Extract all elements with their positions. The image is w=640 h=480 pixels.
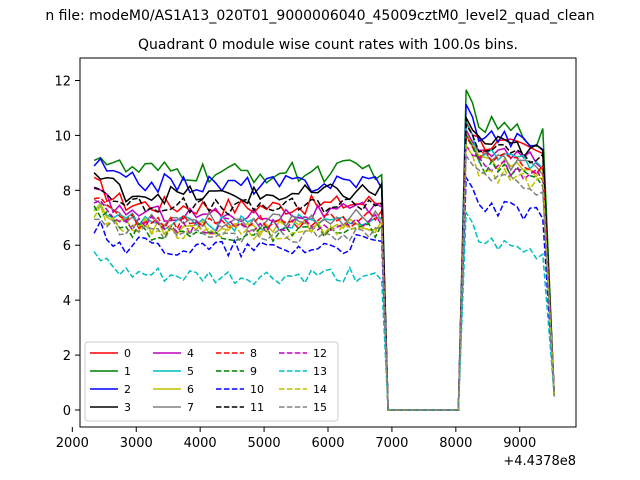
legend-label-7: 7 [187, 401, 194, 414]
legend-label-4: 4 [187, 347, 194, 360]
legend-label-1: 1 [124, 365, 131, 378]
legend-label-13: 13 [313, 365, 327, 378]
series-line-13 [93, 210, 556, 411]
legend-label-6: 6 [187, 383, 194, 396]
x-tick-label: 7000 [375, 436, 408, 451]
x-tick-label: 8000 [439, 436, 472, 451]
y-tick-label: 6 [63, 239, 71, 254]
legend-label-0: 0 [124, 347, 131, 360]
series-line-10 [93, 175, 556, 411]
series-line-1 [93, 89, 556, 411]
legend-label-12: 12 [313, 347, 327, 360]
x-tick-label: 5000 [248, 436, 281, 451]
legend-label-10: 10 [250, 383, 264, 396]
legend-label-8: 8 [250, 347, 257, 360]
y-axis: 0 2 4 6 8 10 12 [54, 75, 80, 419]
series-line-11 [93, 121, 556, 411]
y-tick-label: 8 [63, 184, 71, 199]
y-tick-label: 10 [54, 129, 71, 144]
series-line-2 [93, 103, 556, 411]
series-line-15 [94, 153, 556, 411]
figure-suptitle: n file: modeM0/AS1A13_020T01_9000006040_… [45, 8, 594, 24]
series-line-4 [93, 127, 556, 411]
series-lines [93, 89, 556, 411]
legend-label-9: 9 [250, 365, 257, 378]
x-axis: 2000 3000 4000 5000 6000 7000 8000 9000 [56, 427, 536, 451]
y-tick-label: 0 [63, 404, 71, 419]
legend-label-15: 15 [313, 401, 327, 414]
x-tick-label: 3000 [120, 436, 153, 451]
x-tick-label: 4000 [184, 436, 217, 451]
legend-label-2: 2 [124, 383, 131, 396]
legend-box [84, 341, 339, 422]
legend-label-11: 11 [250, 401, 264, 414]
series-line-14 [93, 143, 556, 411]
y-tick-label: 2 [63, 349, 71, 364]
y-tick-label: 12 [54, 75, 71, 90]
series-line-3 [93, 114, 556, 411]
legend-label-5: 5 [187, 365, 194, 378]
x-tick-label: 6000 [311, 436, 344, 451]
x-tick-label: 9000 [503, 436, 536, 451]
y-tick-label: 4 [63, 294, 71, 309]
x-offset-label: +4.4378e8 [503, 454, 576, 469]
legend-label-14: 14 [313, 383, 327, 396]
chart-title: Quadrant 0 module wise count rates with … [138, 37, 518, 53]
legend-label-3: 3 [124, 401, 131, 414]
series-line-0 [93, 121, 556, 411]
x-tick-label: 2000 [56, 436, 89, 451]
